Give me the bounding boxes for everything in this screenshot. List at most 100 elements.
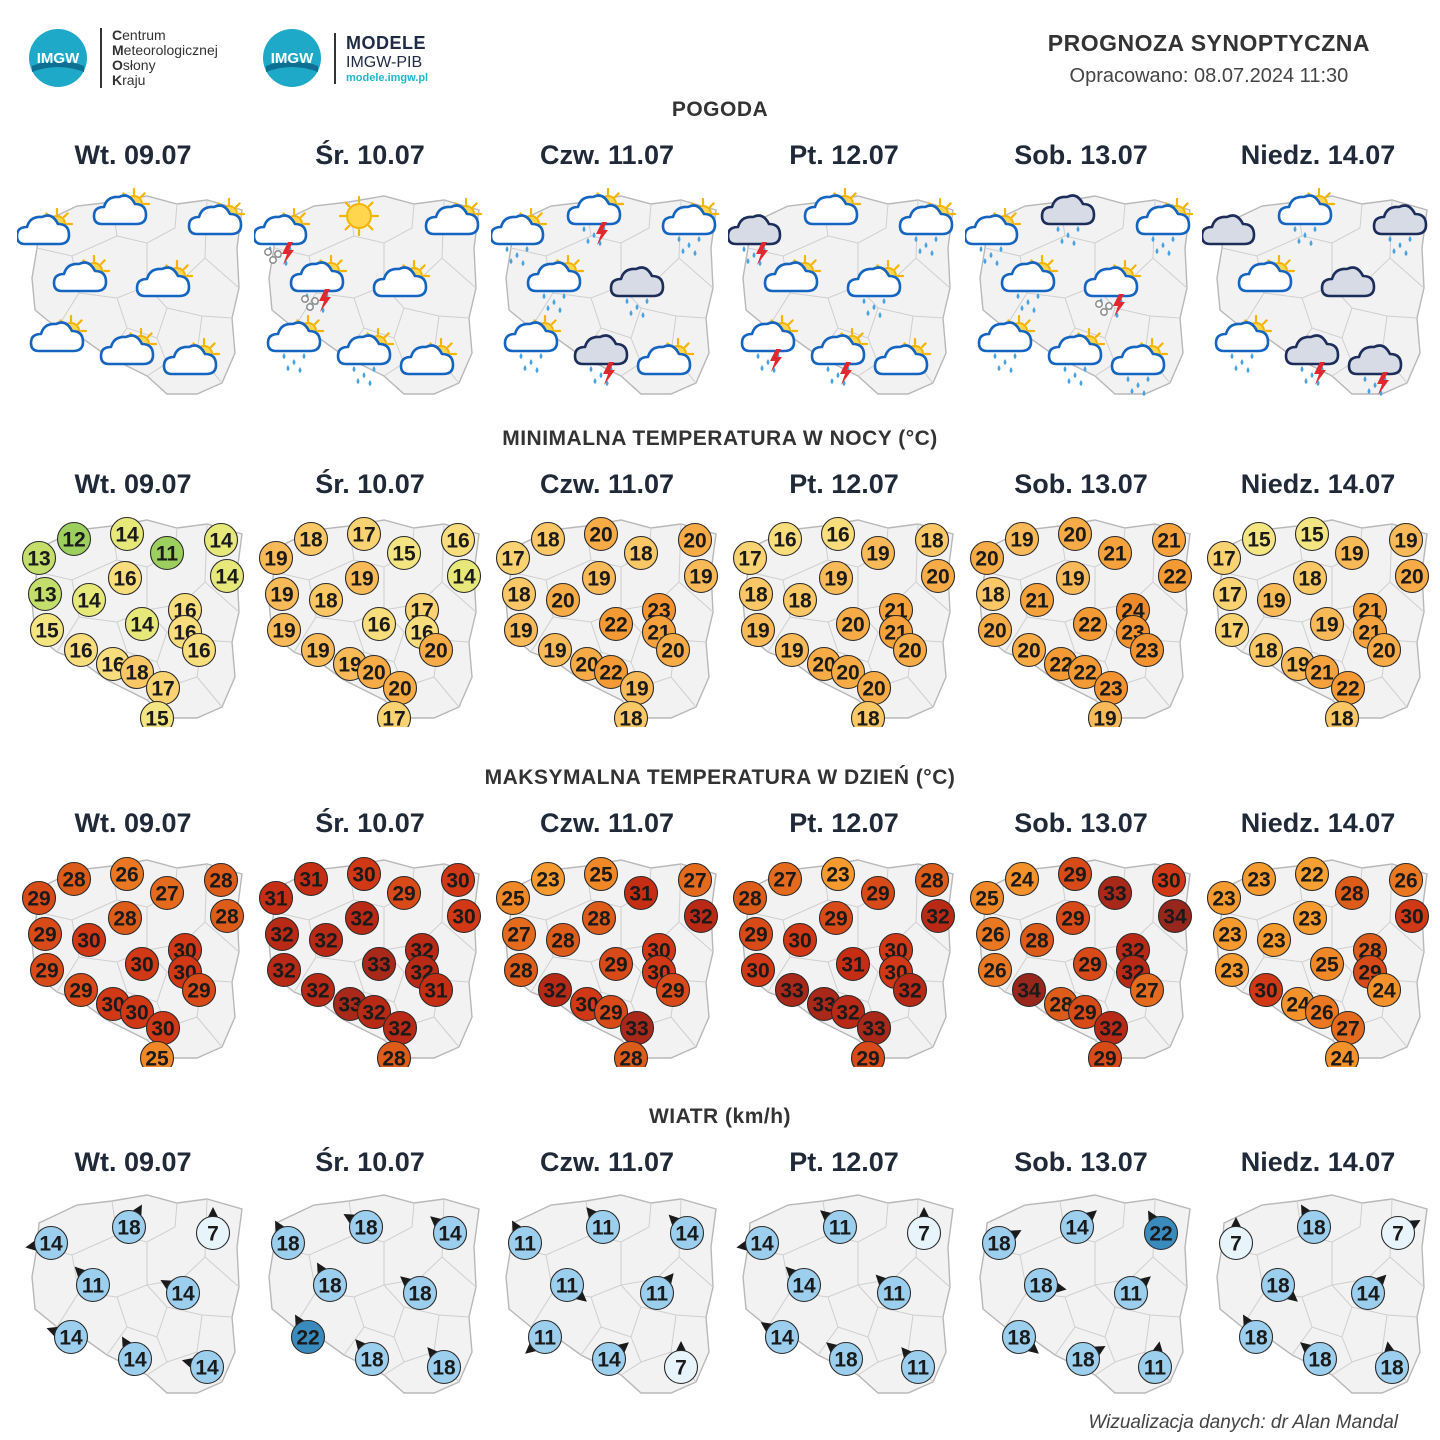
value-circle [1248, 972, 1284, 1008]
value-label: 20 [589, 524, 612, 547]
value-circle [56, 861, 92, 897]
rain-drop [930, 250, 934, 256]
tmax-marker: 25 [1309, 946, 1345, 982]
value-label: 21 [1157, 530, 1181, 553]
tmax-marker: 30 [1151, 862, 1187, 898]
tmin-marker: 14 [209, 558, 245, 594]
cloud-shape [609, 266, 665, 298]
value-label: 31 [424, 980, 448, 1003]
tmax-marker: 24 [1366, 972, 1402, 1008]
cmok-line-1: Centrum [112, 27, 166, 43]
region-border [433, 1016, 460, 1048]
wind-marker: 14 [785, 1266, 822, 1303]
value-circle [900, 1349, 936, 1385]
value-circle [27, 576, 63, 612]
value-circle [655, 972, 691, 1008]
value-circle [1292, 900, 1328, 936]
value-label: 7 [1230, 1233, 1242, 1256]
rain-drop [1073, 372, 1077, 378]
tmin-marker: 13 [27, 576, 63, 612]
value-label: 29 [856, 1048, 879, 1068]
value-circle [495, 540, 531, 576]
value-circle [266, 952, 302, 988]
wind-direction-arrow [207, 1207, 219, 1219]
hail-stone [274, 250, 282, 258]
value-label: 28 [920, 870, 944, 893]
wind-marker: 14 [760, 1319, 800, 1355]
value-label: 23 [1298, 908, 1321, 931]
value-circle [446, 898, 482, 934]
value-circle [740, 612, 776, 648]
value-circle [1129, 632, 1165, 668]
tmax-marker: 28 [107, 900, 143, 936]
tmin-marker: 18 [1292, 560, 1328, 596]
tmax-marker: 23 [1241, 861, 1277, 897]
dark-thunder-icon [728, 214, 782, 266]
value-label: 11 [534, 1327, 557, 1350]
value-label: 23 [1220, 960, 1243, 983]
value-label: 18 [276, 1233, 300, 1256]
wind-marker: 11 [1113, 1275, 1151, 1311]
wind-marker: 18 [1065, 1341, 1106, 1377]
value-circle [767, 861, 803, 897]
value-label: 28 [1049, 994, 1073, 1017]
partly-cloudy-icon [372, 259, 431, 298]
cloud-shape [503, 321, 559, 353]
tmax-marker: 32 [830, 994, 866, 1030]
value-circle [537, 632, 573, 668]
value-circle [1294, 516, 1330, 552]
value-label: 16 [367, 614, 390, 637]
wind-marker: 11 [525, 1319, 563, 1355]
tmax-marker: 29 [850, 1040, 886, 1068]
cloud-shape [661, 204, 717, 236]
sun-ray [1024, 319, 1031, 326]
region-border [789, 243, 859, 299]
value-label: 30 [575, 994, 598, 1017]
value-label: 28 [113, 908, 137, 931]
tmin-marker: 22 [1330, 670, 1366, 706]
value-circle [1324, 1040, 1360, 1067]
value-circle [835, 946, 871, 982]
value-circle [581, 900, 617, 936]
value-circle [386, 875, 422, 911]
value-label: 19 [780, 640, 803, 663]
tmin-marker: 20 [920, 558, 956, 594]
sun-ray [383, 332, 390, 339]
value-circle [111, 1209, 147, 1245]
value-label: 22 [599, 662, 622, 685]
rain-drop [1142, 390, 1146, 396]
tmin-marker: 19 [537, 632, 573, 668]
sun-ray [573, 259, 580, 266]
wind-marker: 18 [981, 1225, 1022, 1261]
tmax-marker: 29 [1067, 994, 1103, 1030]
rain-icon [1277, 188, 1336, 246]
tmin-marker: 22 [598, 606, 634, 642]
wind-marker: 14 [25, 1225, 69, 1261]
sun-ray [550, 319, 557, 326]
value-circle [1218, 1225, 1254, 1261]
value-label: 11 [883, 1283, 906, 1306]
hail-stone [1095, 300, 1103, 308]
region-border [857, 921, 951, 953]
rain-drop [746, 258, 750, 264]
value-label: 14 [675, 1223, 699, 1246]
value-circle [139, 1040, 175, 1067]
value-circle [830, 654, 866, 690]
rain-drop [934, 236, 938, 242]
value-circle [109, 856, 145, 892]
day-label: Wt. 09.07 [74, 1147, 192, 1177]
modele-url[interactable]: modele.imgw.pl [346, 71, 429, 84]
section-title-tmin: MINIMALNA TEMPERATURA W NOCY (°C) [502, 427, 938, 450]
sun-ray [920, 342, 927, 349]
value-circle [860, 875, 896, 911]
value-circle [293, 861, 329, 897]
value-circle [969, 540, 1005, 576]
value-circle [1055, 900, 1091, 936]
modele-logo: IMGW MODELE IMGW-PIB modele.imgw.pl [262, 28, 428, 88]
value-label: 19 [306, 640, 329, 663]
value-label: 32 [314, 930, 337, 953]
hail-stone [1100, 308, 1108, 316]
tmin-marker: 19 [1087, 700, 1123, 727]
lightning-bolt [603, 362, 615, 385]
tmin-marker: 11 [149, 535, 185, 571]
